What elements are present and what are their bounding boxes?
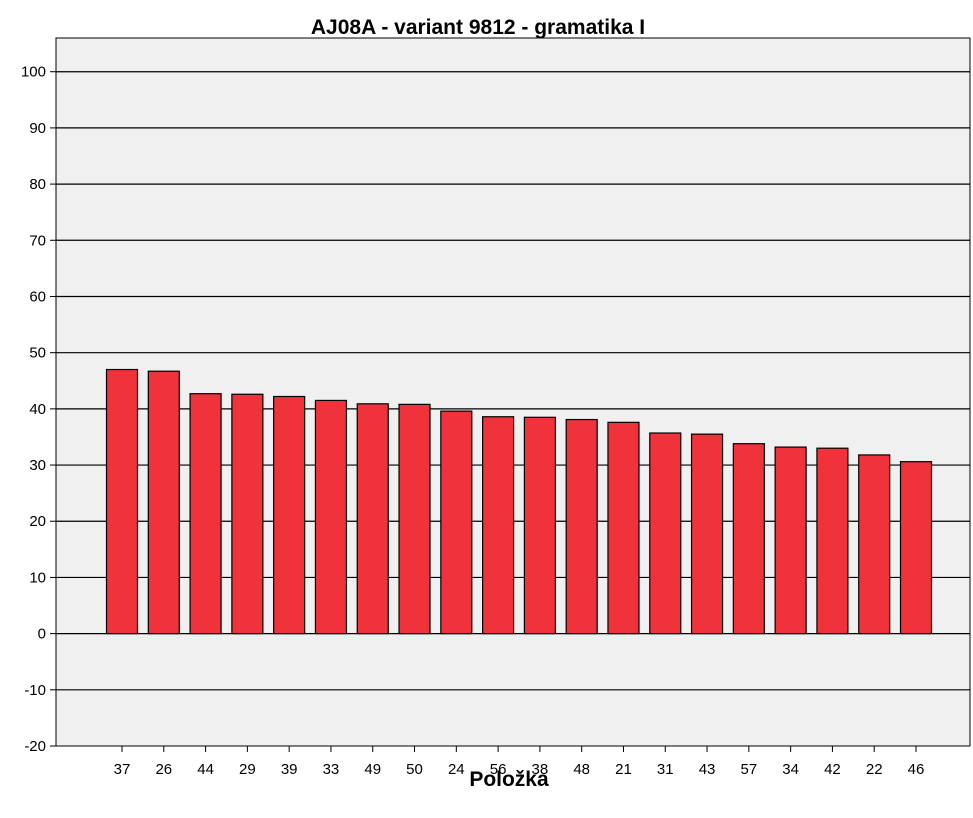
y-tick-label: 40	[29, 401, 46, 418]
x-tick-label: 37	[114, 761, 131, 778]
bar-33	[314, 399, 348, 635]
x-tick-label: 43	[699, 761, 716, 778]
bar-43	[690, 433, 724, 635]
y-tick-label: -20	[24, 738, 46, 755]
x-tick-label: 22	[866, 761, 883, 778]
bar-38	[523, 416, 556, 635]
x-axis: 37 26 44 29 39 33 49 50 24 56 38 48 21 31 43 57 34 42 22 46	[114, 746, 925, 778]
bar-24	[440, 410, 473, 635]
x-tick-label: 34	[782, 761, 799, 778]
x-tick-label: 21	[615, 761, 632, 778]
y-tick-label: 90	[29, 120, 46, 137]
bar-44	[189, 393, 222, 635]
y-tick-label: 30	[29, 457, 46, 474]
bar-49	[356, 403, 389, 635]
chart-title: AJ08A - variant 9812 - gramatika I	[311, 16, 645, 39]
bar-39	[273, 395, 306, 635]
x-tick-label: 48	[573, 761, 590, 778]
bar-56	[482, 416, 515, 635]
bar-34	[774, 446, 807, 635]
x-tick-label: 44	[197, 761, 214, 778]
x-axis-label: Položka	[469, 768, 549, 791]
bar-31	[649, 432, 682, 635]
y-tick-label: 60	[29, 288, 46, 305]
y-tick-label: 20	[29, 513, 46, 530]
plot-area	[55, 37, 971, 747]
x-tick-label: 38	[532, 761, 549, 778]
bar-21	[607, 421, 640, 635]
x-tick-label: 29	[239, 761, 256, 778]
bar-57	[732, 443, 765, 635]
y-tick-label: 0	[38, 626, 46, 643]
bar-42	[816, 447, 849, 635]
bar-26	[147, 370, 180, 635]
x-tick-label: 26	[155, 761, 172, 778]
bar-46	[899, 461, 933, 635]
bars-group	[105, 368, 933, 635]
y-tick-label: -10	[24, 682, 46, 699]
x-tick-label: 31	[657, 761, 674, 778]
x-tick-label: 24	[448, 761, 465, 778]
x-tick-label: 56	[490, 761, 507, 778]
bar-37	[105, 368, 139, 635]
x-tick-label: 49	[364, 761, 381, 778]
x-tick-label: 46	[908, 761, 925, 778]
y-tick-label: 100	[21, 64, 46, 81]
x-tick-label: 33	[323, 761, 340, 778]
x-tick-label: 57	[740, 761, 757, 778]
bar-48	[565, 418, 598, 635]
bar-50	[398, 403, 431, 635]
y-tick-label: 50	[29, 345, 46, 362]
y-tick-label: 70	[29, 232, 46, 249]
x-tick-label: 39	[281, 761, 298, 778]
bar-22	[858, 454, 891, 635]
y-tick-label: 80	[29, 176, 46, 193]
x-tick-label: 42	[824, 761, 841, 778]
y-axis: -20 -10 0 10 20 30 40 50 60 70 80 90 100	[21, 64, 56, 755]
y-tick-label: 10	[29, 569, 46, 586]
bar-29	[231, 393, 264, 635]
x-tick-label: 50	[406, 761, 423, 778]
